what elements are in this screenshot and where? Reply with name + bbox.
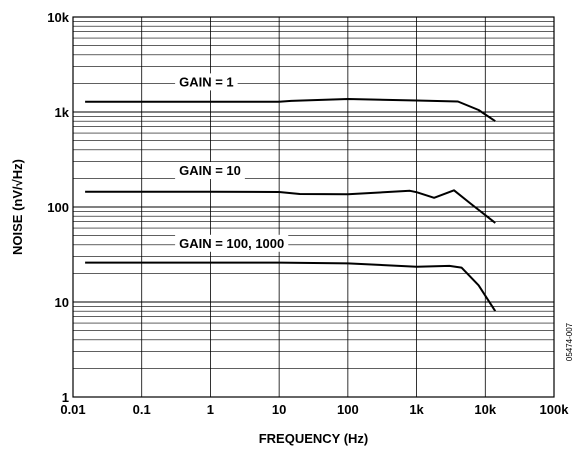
y-tick-label: 10 <box>55 295 69 310</box>
annotation-label: GAIN = 100, 1000 <box>179 236 284 251</box>
series-3-line <box>85 261 497 312</box>
x-tick-label: 100k <box>540 402 570 417</box>
annotation-group: GAIN = 1 <box>175 73 238 91</box>
annotation-label: GAIN = 1 <box>179 74 234 89</box>
x-tick-label: 10k <box>474 402 496 417</box>
x-tick-label: 100 <box>337 402 359 417</box>
plot-frame <box>72 16 555 398</box>
grid <box>72 17 555 398</box>
y-tick-label: 10k <box>47 10 69 25</box>
annotation-layer: GAIN = 1 GAIN = 10 GAIN = 100, 1000 <box>175 73 289 252</box>
y-axis-title: NOISE (nV/√Hz) <box>10 159 25 255</box>
annotation-background <box>175 73 238 91</box>
annotation-background <box>175 162 245 180</box>
y-tick-label: 1 <box>62 390 69 405</box>
x-tick-labels: 0.01 0.1 1 10 100 1k 10k 100k <box>60 402 569 417</box>
x-tick-label: 0.1 <box>133 402 151 417</box>
y-tick-label: 1k <box>55 105 70 120</box>
figure-id: 05474-007 <box>565 322 574 361</box>
series-1-line <box>85 98 496 123</box>
y-tick-label: 100 <box>47 200 69 215</box>
series-layer <box>85 98 497 312</box>
x-tick-label: 10 <box>272 402 286 417</box>
series-2-line <box>85 189 496 224</box>
x-tick-label: 1 <box>207 402 214 417</box>
annotation-label: GAIN = 10 <box>179 163 241 178</box>
annotation-background <box>175 234 289 252</box>
x-tick-label: 1k <box>409 402 424 417</box>
annotation-group: GAIN = 100, 1000 <box>175 234 289 252</box>
y-tick-labels: 1 10 100 1k 10k <box>47 10 69 405</box>
annotation-group: GAIN = 10 <box>175 162 245 180</box>
x-axis-title: FREQUENCY (Hz) <box>259 431 369 446</box>
x-tick-label: 0.01 <box>60 402 85 417</box>
